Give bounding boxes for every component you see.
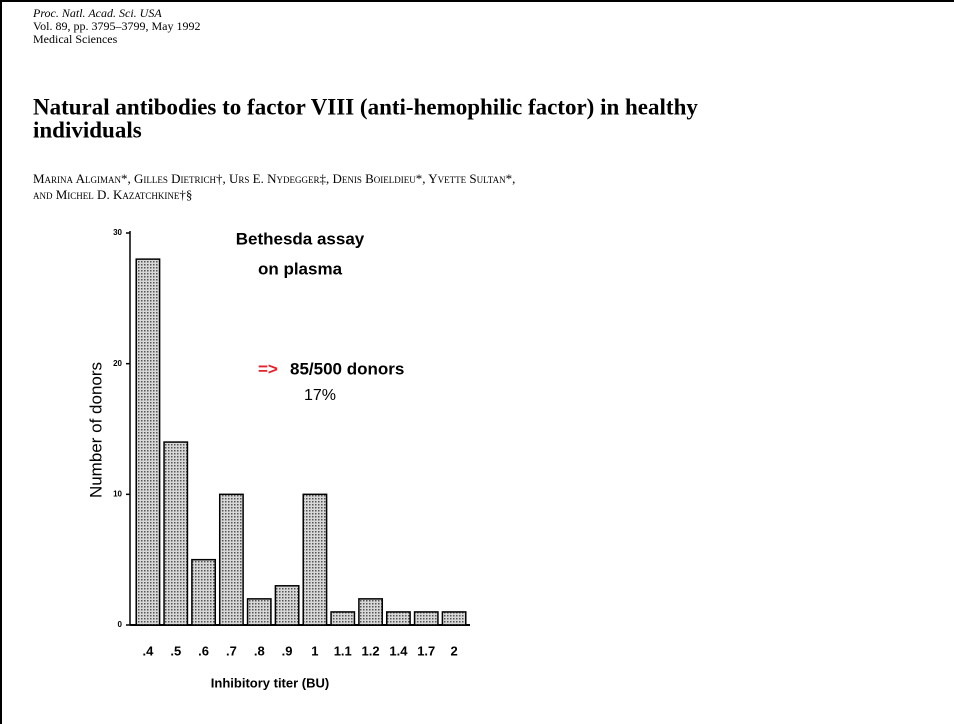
annotation-arrow: => <box>258 359 278 378</box>
bar <box>246 598 272 626</box>
y-tick-label: 0 <box>118 620 123 629</box>
x-tick-label: 1.1 <box>334 643 352 658</box>
bar <box>441 611 467 626</box>
y-tick-label: 20 <box>113 359 122 368</box>
bar <box>135 258 161 626</box>
x-tick-label: .5 <box>170 643 181 658</box>
paper-title: Natural antibodies to factor VIII (anti-… <box>33 94 698 119</box>
bar <box>385 611 411 626</box>
authors: Marina Algiman*, Gilles Dietrich†, Urs E… <box>33 171 515 186</box>
x-tick-label: .8 <box>254 643 265 658</box>
chart-title: on plasma <box>258 259 343 278</box>
volume: Vol. 89, pp. 3795–3799, May 1992 <box>33 19 200 33</box>
bar <box>302 493 328 626</box>
x-tick-label: .9 <box>282 643 293 658</box>
x-tick-label: .4 <box>142 643 154 658</box>
bar <box>218 493 244 626</box>
bar <box>191 558 217 626</box>
y-tick-label: 30 <box>113 228 122 237</box>
paper-title: individuals <box>33 117 142 142</box>
bar <box>358 598 384 626</box>
bar <box>163 441 189 626</box>
x-tick-label: 2 <box>450 643 457 658</box>
y-axis-label: Number of donors <box>86 362 105 498</box>
annotation: 85/500 donors <box>290 359 404 378</box>
section: Medical Sciences <box>33 32 118 46</box>
x-tick-label: .6 <box>198 643 209 658</box>
bar <box>330 611 356 626</box>
x-tick-label: 1.2 <box>362 643 380 658</box>
annotation-sub: 17% <box>304 387 336 404</box>
journal: Proc. Natl. Acad. Sci. USA <box>32 6 162 20</box>
chart-title: Bethesda assay <box>236 229 365 248</box>
x-tick-label: 1 <box>311 643 318 658</box>
y-tick-label: 10 <box>113 489 122 498</box>
x-tick-label: .7 <box>226 643 237 658</box>
bar <box>413 611 439 626</box>
x-tick-label: 1.7 <box>417 643 435 658</box>
x-tick-label: 1.4 <box>389 643 408 658</box>
bar <box>274 585 300 626</box>
authors: and Michel D. Kazatchkine†§ <box>33 187 192 202</box>
x-axis-label: Inhibitory titer (BU) <box>211 675 329 690</box>
